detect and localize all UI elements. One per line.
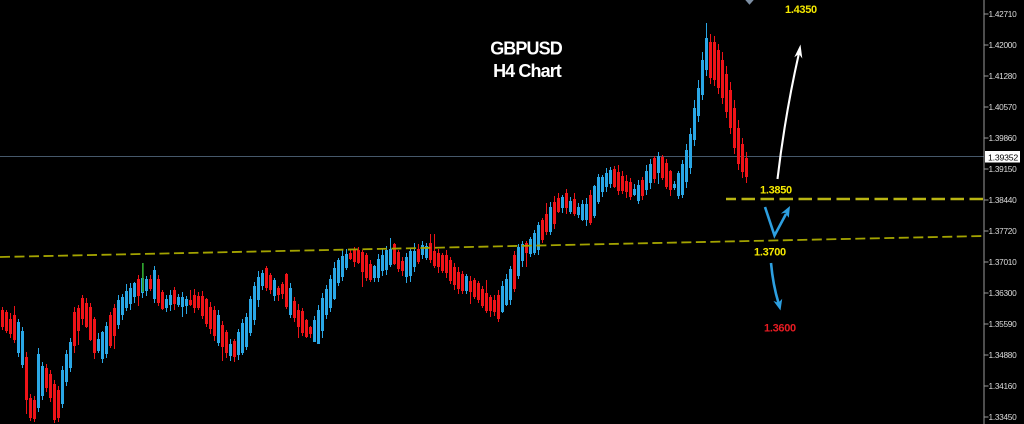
svg-text:1.38440: 1.38440: [989, 195, 1018, 205]
svg-text:1.35590: 1.35590: [989, 319, 1018, 329]
svg-text:1.3850: 1.3850: [760, 185, 792, 197]
svg-text:1.37010: 1.37010: [989, 257, 1018, 267]
svg-text:1.40570: 1.40570: [989, 102, 1018, 112]
svg-text:1.41280: 1.41280: [989, 71, 1018, 81]
svg-text:1.39860: 1.39860: [989, 133, 1018, 143]
svg-text:1.33450: 1.33450: [989, 412, 1018, 422]
svg-text:1.39352: 1.39352: [988, 152, 1018, 162]
svg-text:1.3600: 1.3600: [764, 323, 796, 335]
svg-text:1.39150: 1.39150: [989, 164, 1018, 174]
svg-text:1.34880: 1.34880: [989, 350, 1018, 360]
svg-text:1.42710: 1.42710: [989, 9, 1018, 19]
svg-text:GBPUSD: GBPUSD: [490, 39, 563, 59]
svg-text:1.37720: 1.37720: [989, 226, 1018, 236]
svg-text:1.36300: 1.36300: [989, 288, 1018, 298]
svg-text:1.34160: 1.34160: [989, 381, 1018, 391]
svg-text:1.42000: 1.42000: [989, 40, 1018, 50]
svg-text:H4 Chart: H4 Chart: [493, 61, 562, 81]
svg-text:1.3700: 1.3700: [754, 247, 786, 259]
svg-text:1.4350: 1.4350: [785, 4, 817, 16]
